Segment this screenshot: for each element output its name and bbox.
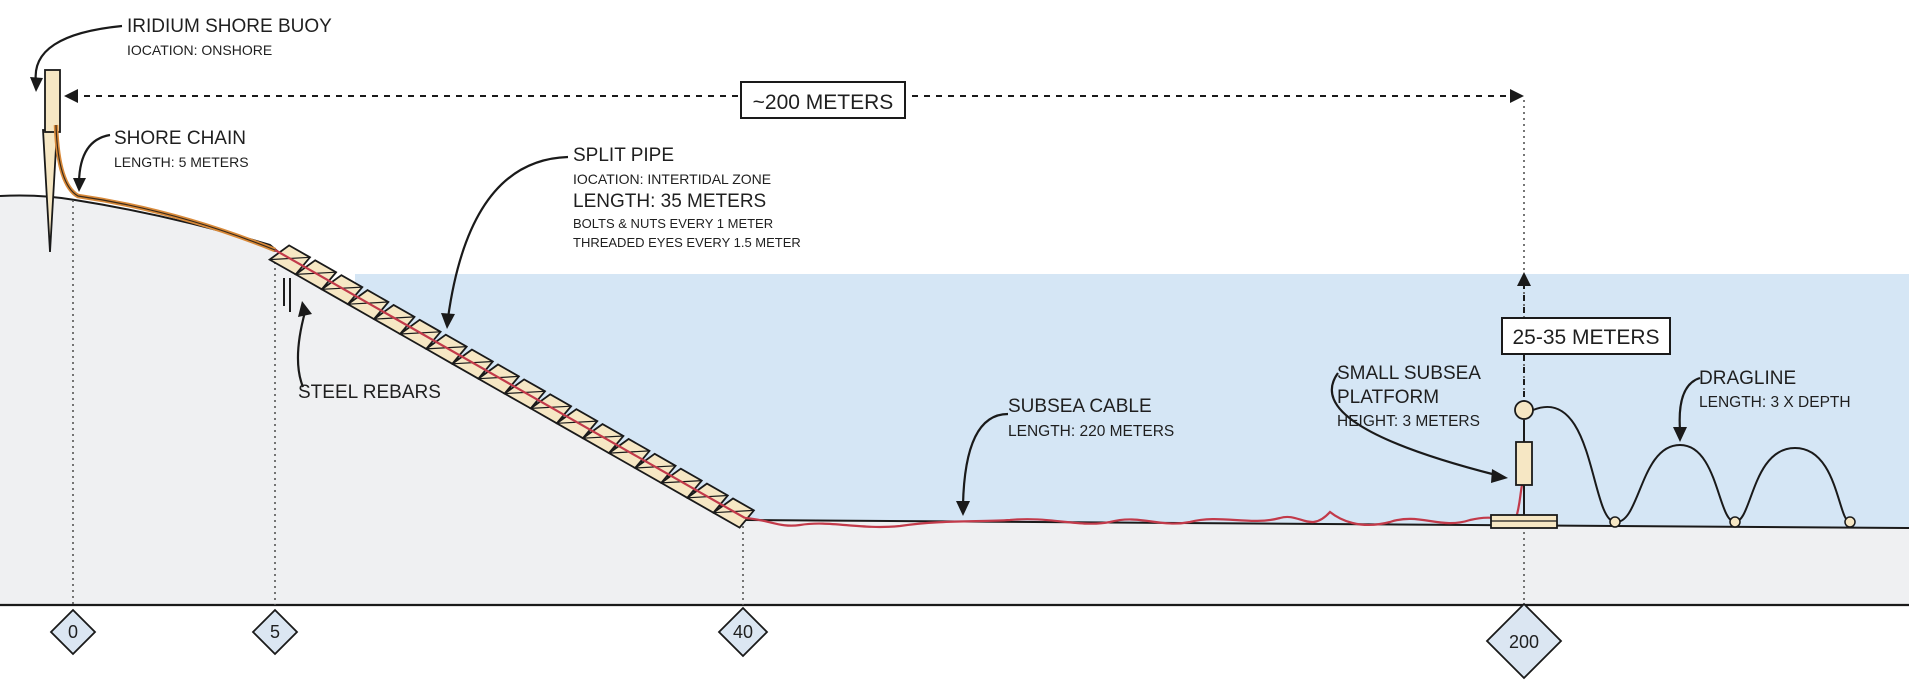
platform-leader-head xyxy=(1491,469,1508,483)
chain-leader-head xyxy=(73,178,86,192)
pipe-leader-head xyxy=(441,313,455,329)
platform-leader xyxy=(1330,372,1497,477)
marker-0-label: 0 xyxy=(68,622,78,642)
rebar-leader xyxy=(296,311,307,388)
dragline-anchor-1 xyxy=(1609,516,1621,528)
buoy-location: IOCATION: ONSHORE xyxy=(127,42,272,58)
pipe-title: SPLIT PIPE xyxy=(573,145,674,166)
cable-leader-head xyxy=(956,501,970,516)
dragline-title: DRAGLINE xyxy=(1699,368,1796,389)
rebar-leader-head xyxy=(298,301,312,317)
dragline xyxy=(1532,406,1851,524)
marker-40-label: 40 xyxy=(733,622,753,642)
dragline-leader xyxy=(1678,376,1701,431)
marker-5: 5 xyxy=(251,608,299,656)
slope-cable xyxy=(274,249,746,519)
platform-title-1: SMALL SUBSEA xyxy=(1337,363,1481,384)
distance-box-label: ~200 METERS xyxy=(753,91,894,114)
marker-200-label: 200 xyxy=(1509,632,1539,652)
platform-body xyxy=(1515,441,1533,486)
chain-title: SHORE CHAIN xyxy=(114,128,246,149)
marker-40: 40 xyxy=(717,606,769,658)
distance-box xyxy=(740,81,906,119)
buoy-title: IRIDIUM SHORE BUOY xyxy=(127,16,332,37)
cable-title: SUBSEA CABLE xyxy=(1008,396,1152,417)
shore-chain-core xyxy=(55,124,276,251)
pipe-leader xyxy=(446,155,569,319)
pipe-length: LENGTH: 35 METERS xyxy=(573,191,766,212)
platform-height: HEIGHT: 3 METERS xyxy=(1337,413,1480,430)
platform-title-2: PLATFORM xyxy=(1337,387,1439,408)
dragline-anchor-2 xyxy=(1729,516,1741,528)
depth-box-label: 25-35 METERS xyxy=(1512,326,1659,349)
depth-box xyxy=(1501,317,1671,355)
buoy-leader xyxy=(34,24,123,83)
marker-5-label: 5 xyxy=(270,622,280,642)
marker-0: 0 xyxy=(49,608,97,656)
chain-leader xyxy=(77,133,111,183)
depth-arrow-head xyxy=(1517,272,1531,286)
chain-length: LENGTH: 5 METERS xyxy=(114,154,249,170)
cable-leader xyxy=(961,412,1009,506)
cable-length: LENGTH: 220 METERS xyxy=(1008,423,1174,440)
distance-arrow-left-head xyxy=(64,89,78,103)
distance-arrow-right-head xyxy=(1510,89,1524,103)
land-area xyxy=(0,195,1909,605)
pipe-location: IOCATION: INTERTIDAL ZONE xyxy=(573,171,771,187)
buoy-leader-head xyxy=(30,77,43,92)
marker-200: 200 xyxy=(1485,602,1563,680)
subsea-cable xyxy=(744,484,1524,529)
platform-float xyxy=(1514,400,1534,420)
dragline-leader-head xyxy=(1673,427,1687,442)
pipe-eyes: THREADED EYES EVERY 1.5 METER xyxy=(573,235,801,250)
rebars-label: STEEL REBARS xyxy=(298,382,441,403)
dragline-anchor-3 xyxy=(1844,516,1856,528)
pipe-bolts: BOLTS & NUTS EVERY 1 METER xyxy=(573,216,773,231)
buoy-body xyxy=(44,69,61,133)
dragline-length: LENGTH: 3 X DEPTH xyxy=(1699,394,1851,411)
